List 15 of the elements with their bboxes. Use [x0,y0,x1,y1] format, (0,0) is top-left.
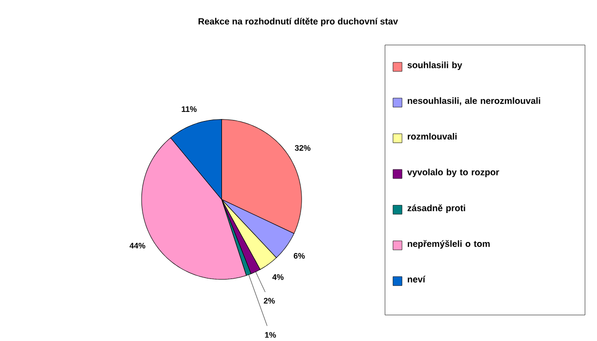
data-label: 6% [294,252,305,259]
legend-label: vyvolalo by to rozpor [407,168,500,178]
data-label: 32% [294,145,310,151]
legend-label: zásadně proti [408,204,466,213]
data-label: 4% [272,274,284,280]
data-label: 44% [130,242,146,248]
legend-label: nesouhlasili, ale nerozmlouvali [408,97,540,106]
data-label: 1% [265,332,276,338]
data-label: 11% [182,106,197,112]
chart-title: Reakce na rozhodnutí dítěte pro duchovní stav [198,18,398,26]
legend-label: neví [408,276,426,282]
data-label: 2% [264,298,275,304]
legend-label: rozmlouvali [408,132,457,140]
legend-label: nepřemýšleli o tom [408,240,490,249]
legend-label: souhlasili by [408,62,462,70]
